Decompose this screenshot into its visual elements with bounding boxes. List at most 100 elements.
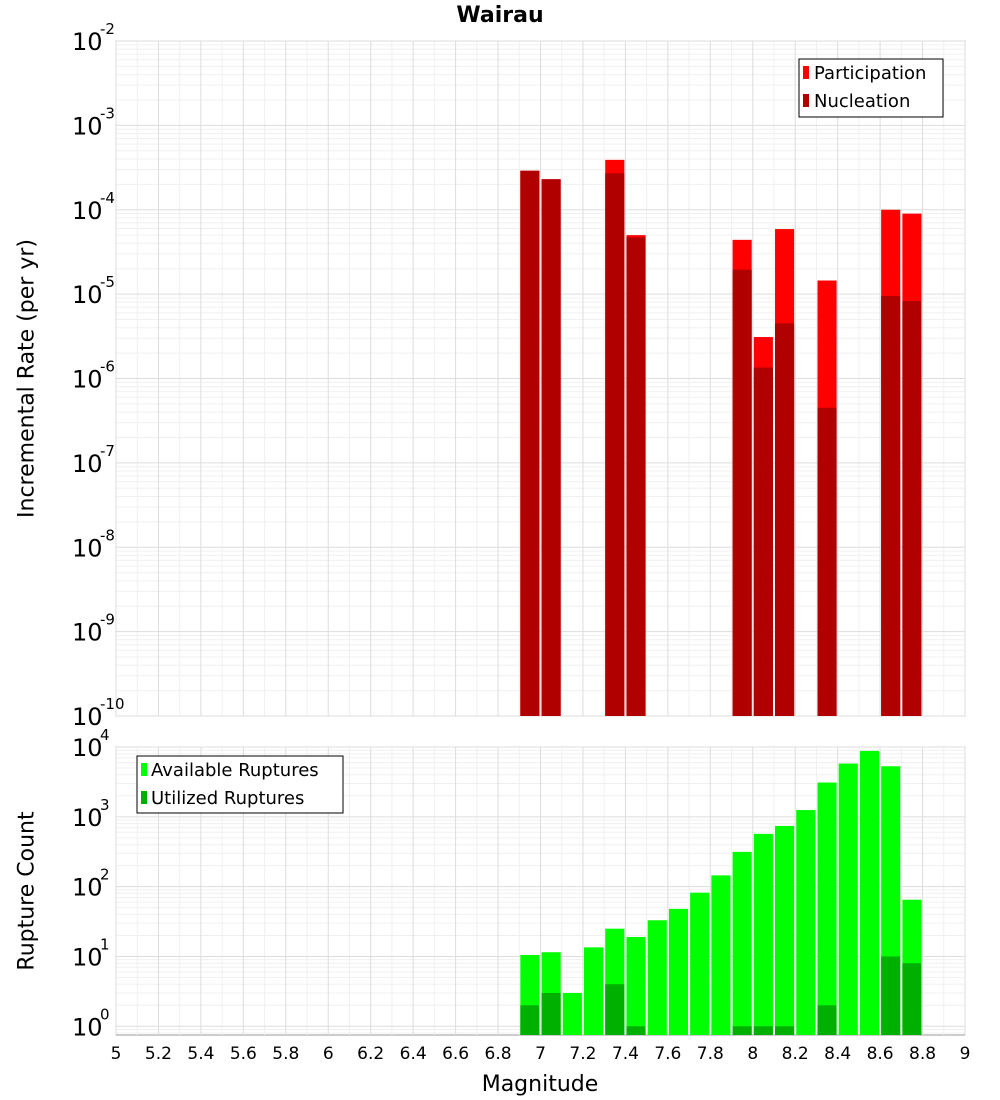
y-tick: 10-8 — [72, 526, 115, 562]
y-tick-exponent: -5 — [100, 273, 115, 291]
count-legend-box — [136, 755, 344, 814]
rate-bar-nucleation — [605, 173, 625, 716]
y-tick: 101 — [72, 935, 110, 971]
y-tick-base: 10 — [72, 734, 103, 762]
y-tick-exponent: 1 — [100, 935, 110, 953]
x-tick-label: 9 — [960, 1044, 971, 1064]
y-tick-exponent: -3 — [100, 104, 115, 122]
y-tick-exponent: 3 — [100, 796, 110, 814]
rate-bar-nucleation — [732, 269, 752, 716]
x-tick-label: 6.4 — [400, 1044, 427, 1064]
y-tick: 10-4 — [72, 189, 115, 225]
available-legend-swatch — [141, 763, 147, 776]
x-tick-label: 6.6 — [442, 1044, 469, 1064]
y-tick-exponent: -2 — [100, 20, 115, 38]
y-tick-base: 10 — [72, 874, 103, 902]
count-bar-utilized-ruptures — [881, 956, 901, 1035]
x-tick-label: 5.2 — [145, 1044, 172, 1064]
x-tick-label: 7.4 — [612, 1044, 639, 1064]
count-bar-utilized-ruptures — [541, 992, 561, 1035]
y-tick: 102 — [72, 866, 110, 902]
count-bar-available-ruptures — [584, 947, 604, 1035]
y-tick-base: 10 — [72, 943, 103, 971]
x-tick-label: 7 — [535, 1044, 546, 1064]
nucleation-legend-swatch — [803, 94, 809, 107]
y-tick: 10-3 — [72, 104, 115, 140]
rate-grid — [115, 40, 966, 717]
y-tick: 10-10 — [72, 695, 125, 731]
count-bar-utilized-ruptures — [753, 1026, 773, 1035]
count-bar-available-ruptures — [753, 833, 773, 1035]
y-tick-exponent: 2 — [100, 866, 110, 884]
x-tick-label: 8.8 — [909, 1044, 936, 1064]
rate-bar-nucleation — [753, 367, 773, 716]
y-tick-exponent: -6 — [100, 358, 115, 376]
participation-legend-swatch — [803, 66, 809, 79]
y-tick: 103 — [72, 796, 110, 832]
chart-title: Wairau — [456, 3, 543, 28]
x-tick-label: 8.6 — [867, 1044, 894, 1064]
x-tick-label: 5 — [111, 1044, 122, 1064]
rate-bar-nucleation — [775, 323, 795, 716]
rate-bar-nucleation — [626, 237, 646, 716]
utilized-legend-swatch — [141, 791, 147, 804]
rate-bar-nucleation — [902, 300, 922, 716]
x-tick-label: 7.8 — [697, 1044, 724, 1064]
count-bar-available-ruptures — [647, 920, 667, 1035]
y-tick-exponent: 0 — [100, 1005, 110, 1023]
y-tick-base: 10 — [72, 619, 103, 647]
y-tick: 10-9 — [72, 611, 115, 647]
y-tick-base: 10 — [72, 1013, 103, 1041]
participation-legend-label: Participation — [814, 63, 926, 84]
count-bar-available-ruptures — [626, 936, 646, 1035]
rate-bar-nucleation — [881, 296, 901, 716]
y-tick: 10-6 — [72, 358, 115, 394]
rate-bar-nucleation — [817, 407, 837, 716]
x-tick-label: 7.2 — [569, 1044, 596, 1064]
x-tick-label: 6 — [323, 1044, 334, 1064]
x-axis-label: Magnitude — [482, 1072, 599, 1097]
count-bar-utilized-ruptures — [775, 1026, 795, 1035]
y-tick-base: 10 — [72, 534, 103, 562]
y-tick-exponent: -7 — [100, 442, 115, 460]
count-bar-available-ruptures — [668, 908, 689, 1035]
count-bars — [520, 750, 922, 1035]
x-tick-label: 8.2 — [782, 1044, 809, 1064]
y-tick-base: 10 — [72, 28, 103, 56]
x-tick-label: 6.8 — [485, 1044, 512, 1064]
x-tick-label: 6.2 — [357, 1044, 384, 1064]
y-tick-exponent: -10 — [100, 695, 125, 713]
y-tick: 10-7 — [72, 442, 115, 478]
rate-y-axis-label: Incremental Rate (per yr) — [15, 239, 40, 518]
count-bar-utilized-ruptures — [902, 963, 922, 1035]
x-tick-label: 8 — [747, 1044, 758, 1064]
x-tick-label: 5.8 — [272, 1044, 299, 1064]
x-tick-label: 8.4 — [824, 1044, 851, 1064]
count-bar-available-ruptures — [796, 810, 816, 1035]
y-tick: 104 — [72, 726, 110, 762]
rate-legend: Participation Nucleation — [798, 58, 944, 118]
count-bar-utilized-ruptures — [605, 984, 625, 1035]
y-tick-exponent: 4 — [100, 726, 110, 744]
y-tick-exponent: -8 — [100, 526, 115, 544]
count-bar-utilized-ruptures — [817, 1005, 837, 1035]
magnitude-x-ticks: 5 5.2 5.4 5.6 5.8 6 6.2 6.4 6.6 6.8 7 7.2 7.4 7.6 7.8 8… — [111, 1044, 971, 1064]
rate-bar-nucleation — [541, 179, 561, 716]
y-tick-base: 10 — [72, 366, 103, 394]
x-tick-label: 5.4 — [187, 1044, 214, 1064]
nucleation-legend-label: Nucleation — [814, 91, 910, 112]
utilized-legend-label: Utilized Ruptures — [151, 788, 304, 809]
count-bar-available-ruptures — [562, 992, 582, 1035]
count-bar-available-ruptures — [732, 851, 752, 1035]
y-tick-base: 10 — [72, 450, 103, 478]
y-tick-base: 10 — [72, 112, 103, 140]
count-y-axis-label: Rupture Count — [15, 811, 40, 971]
y-tick-base: 10 — [72, 703, 103, 731]
y-tick: 10-5 — [72, 273, 115, 309]
count-bar-available-ruptures — [775, 825, 795, 1035]
